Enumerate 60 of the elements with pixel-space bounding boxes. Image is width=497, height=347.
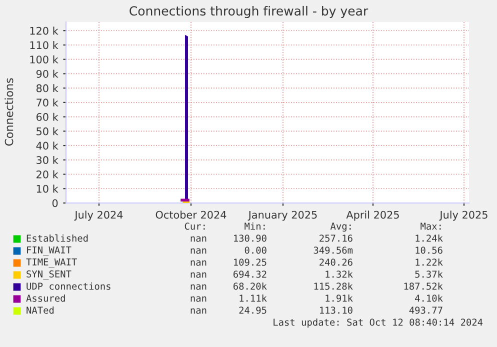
text: 240.26 <box>320 258 352 266</box>
text: 4.10k <box>415 294 443 302</box>
text: nan <box>190 236 206 242</box>
y-tick-label: 90 k <box>36 70 58 78</box>
text: 694.32 <box>234 270 266 278</box>
text: 187.52k <box>404 282 443 290</box>
text: nan <box>190 284 206 290</box>
x-tick-label: April 2025 <box>346 210 399 221</box>
text: 1.24k <box>416 234 443 242</box>
y-tick-label: 0 <box>52 199 58 208</box>
legend-label: SYN_SENT <box>26 270 72 280</box>
y-tick-label: 100 k <box>30 55 58 64</box>
text: nan <box>190 308 206 314</box>
text: nan <box>190 272 206 278</box>
y-axis-title: Connections <box>4 78 14 146</box>
y-tick-label: 50 k <box>36 127 58 136</box>
legend-label: Established <box>26 234 88 242</box>
text: 1.11k <box>240 294 267 302</box>
text: 109.25 <box>234 258 266 266</box>
text: Last update: Sat Oct 12 08:40:14 2024 <box>274 318 483 328</box>
x-tick-label: January 2025 <box>248 210 317 221</box>
text: 1.22k <box>416 258 443 266</box>
text: Avg: <box>330 222 351 232</box>
y-tick-label: 10 k <box>36 184 58 193</box>
text: nan <box>190 296 206 302</box>
text: 1.91k <box>326 294 353 302</box>
text: 113.10 <box>320 306 352 314</box>
legend-label: Assured <box>26 294 65 302</box>
text: 68.20k <box>234 282 267 290</box>
x-tick-label: July 2025 <box>439 210 488 221</box>
y-tick-label: 40 k <box>36 142 58 150</box>
legend-label: TIME_WAIT <box>26 258 77 268</box>
y-tick-label: 120 k <box>30 26 58 35</box>
text: 1.32k <box>326 270 353 278</box>
text: 24.95 <box>239 306 266 314</box>
text: 493.77 <box>409 306 442 314</box>
text: 257.16 <box>320 234 352 242</box>
y-tick-label: 80 k <box>36 84 58 92</box>
legend-label: NATed <box>26 306 54 314</box>
x-tick-label: October 2024 <box>156 210 226 219</box>
y-tick-label: 110 k <box>30 41 58 50</box>
text: Max: <box>420 222 441 230</box>
text: 0.00 <box>244 246 266 254</box>
legend-label: FIN_WAIT <box>27 246 72 256</box>
text: Cur: <box>184 222 205 230</box>
y-tick-label: 70 k <box>36 98 58 107</box>
text: 5.37k <box>415 270 443 278</box>
chart-title: Connections through firewall - by year <box>130 6 368 18</box>
legend-label: UDP connections <box>26 282 110 290</box>
text: 349.56m <box>314 246 353 254</box>
text: 115.28k <box>314 282 353 290</box>
text: 130.90 <box>234 234 266 242</box>
y-tick-label: 60 k <box>36 112 58 121</box>
text: 10.56 <box>416 246 442 254</box>
text: nan <box>190 248 206 254</box>
text: Min: <box>244 222 265 230</box>
text: nan <box>190 260 206 266</box>
x-tick-label: July 2024 <box>74 210 123 221</box>
y-tick-label: 30 k <box>36 156 58 164</box>
y-tick-label: 20 k <box>36 170 58 178</box>
